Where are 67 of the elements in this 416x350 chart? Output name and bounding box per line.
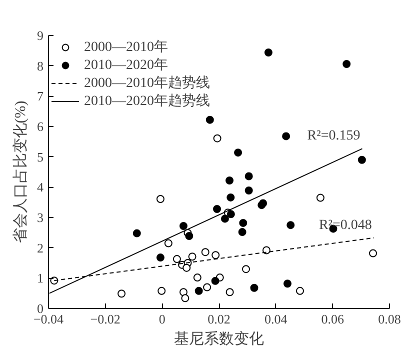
point: [238, 228, 246, 236]
point: [213, 205, 222, 213]
legend-label: 2000—2010年: [84, 38, 168, 56]
point: [179, 288, 188, 296]
point: [206, 116, 214, 124]
point: [342, 60, 351, 68]
legend-label: 2010—2020年趋势线: [84, 92, 210, 110]
y-tick-label: 2: [37, 240, 44, 256]
point: [282, 132, 290, 140]
point: [244, 186, 253, 194]
point: [226, 288, 234, 296]
point: [194, 286, 203, 295]
point: [182, 264, 191, 272]
y-tick-label: 7: [37, 88, 44, 104]
point: [226, 210, 235, 218]
point: [220, 214, 229, 223]
y-tick-label: 8: [37, 58, 44, 74]
annotation: R²=0.048: [318, 218, 372, 233]
y-tick-label: 5: [37, 149, 44, 164]
point: [118, 290, 126, 298]
point: [358, 156, 366, 164]
point: [226, 193, 235, 202]
x-axis-title: 基尼系数变化: [174, 330, 264, 348]
point: [296, 286, 304, 295]
point: [250, 284, 258, 292]
point: [226, 176, 234, 184]
legend-label: 2010—2020年: [84, 56, 168, 74]
x-tick-label: 0.02: [208, 312, 230, 326]
point: [132, 229, 141, 238]
point: [286, 221, 295, 230]
x-tick-label: 0.04: [264, 312, 288, 326]
point: [179, 222, 188, 230]
y-tick-label: 1: [37, 270, 44, 286]
point: [158, 286, 166, 295]
annotation: R²=0.159: [307, 128, 360, 144]
y-tick-label: 9: [37, 28, 44, 43]
point: [181, 294, 190, 302]
y-tick-label: 3: [37, 210, 44, 225]
y-tick-label: 6: [37, 119, 44, 134]
y-axis-title: 省会人口占比变化(%): [12, 100, 29, 244]
x-tick-label: 0.08: [378, 312, 401, 326]
point: [212, 251, 220, 260]
point: [213, 134, 222, 142]
point: [262, 246, 270, 254]
point: [316, 194, 324, 202]
x-tick-label: −0.02: [90, 312, 120, 326]
point: [164, 239, 172, 248]
point: [201, 248, 210, 256]
point: [264, 48, 272, 56]
legend-label: 2000—2010年趋势线: [84, 74, 210, 92]
y-tick-label: 4: [37, 180, 44, 195]
point: [211, 276, 220, 285]
point: [239, 218, 248, 227]
point: [244, 172, 253, 180]
point: [172, 255, 181, 264]
point: [188, 252, 196, 261]
point: [242, 265, 250, 274]
point: [156, 254, 164, 262]
point: [369, 249, 378, 258]
x-tick-label: 0: [158, 312, 166, 326]
point: [283, 280, 292, 288]
point: [156, 195, 164, 203]
x-tick-label: 0.06: [321, 312, 345, 326]
point: [234, 148, 242, 157]
point: [203, 283, 212, 292]
point: [193, 274, 202, 282]
point: [185, 232, 194, 240]
